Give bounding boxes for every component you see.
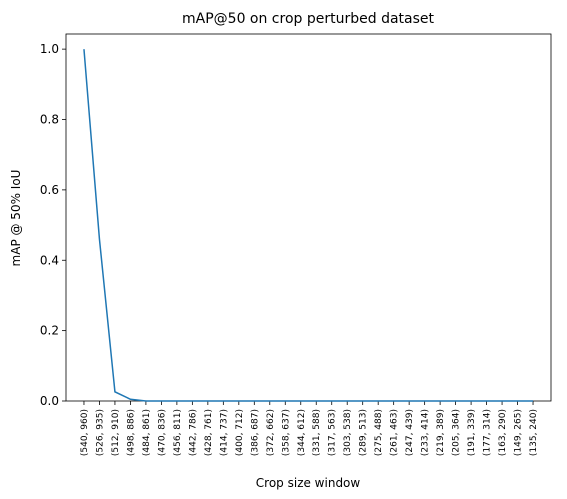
y-tick-label: 0.2 xyxy=(40,324,59,338)
x-tick-label: (512, 910) xyxy=(111,409,121,456)
y-tick-label: 1.0 xyxy=(40,42,59,56)
chart-title: mAP@50 on crop perturbed dataset xyxy=(182,11,435,27)
x-tick-label: (233, 414) xyxy=(421,409,431,456)
y-tick-label: 0.0 xyxy=(40,394,59,408)
x-tick-label: (149, 265) xyxy=(514,409,524,456)
x-tick-label: (135, 240) xyxy=(529,409,539,456)
x-tick-label: (414, 737) xyxy=(219,409,229,456)
y-tick-label: 0.8 xyxy=(40,113,59,127)
line xyxy=(83,49,534,402)
x-tick-label: (498, 886) xyxy=(126,409,136,456)
x-tick-label: (386, 687) xyxy=(250,409,260,456)
x-tick-label: (540, 960) xyxy=(80,409,90,456)
plot-frame xyxy=(65,33,552,402)
x-tick-label: (163, 290) xyxy=(498,409,508,456)
x-tick-label: (470, 836) xyxy=(157,409,167,456)
y-tick-label: 0.6 xyxy=(40,183,59,197)
x-tick-label: (526, 935) xyxy=(95,409,105,456)
x-tick-label: (219, 389) xyxy=(436,409,446,456)
x-tick-label: (358, 637) xyxy=(281,409,291,456)
x-tick-label: (191, 339) xyxy=(467,409,477,456)
x-tick-label: (275, 488) xyxy=(374,409,384,456)
y-axis-label: mAP @ 50% IoU xyxy=(9,170,23,267)
x-tick-label: (344, 612) xyxy=(297,409,307,456)
x-tick-label: (289, 513) xyxy=(359,409,369,456)
x-tick-label: (442, 786) xyxy=(188,409,198,456)
x-tick-label: (331, 588) xyxy=(312,409,322,456)
x-tick-label: (205, 364) xyxy=(452,409,462,456)
x-tick-label: (317, 563) xyxy=(328,409,338,456)
y-tick-label: 0.4 xyxy=(40,253,59,267)
x-tick-label: (247, 439) xyxy=(405,409,415,456)
x-tick-label: (372, 662) xyxy=(266,409,276,456)
x-tick-label: (456, 811) xyxy=(173,409,183,456)
x-tick-label: (177, 314) xyxy=(483,409,493,456)
x-tick-label: (303, 538) xyxy=(343,409,353,456)
x-tick-label: (484, 861) xyxy=(142,409,152,456)
x-tick-label: (428, 761) xyxy=(204,409,214,456)
x-tick-label: (400, 712) xyxy=(235,409,245,456)
x-tick-label: (261, 463) xyxy=(390,409,400,456)
x-axis-label: Crop size window xyxy=(256,476,361,490)
